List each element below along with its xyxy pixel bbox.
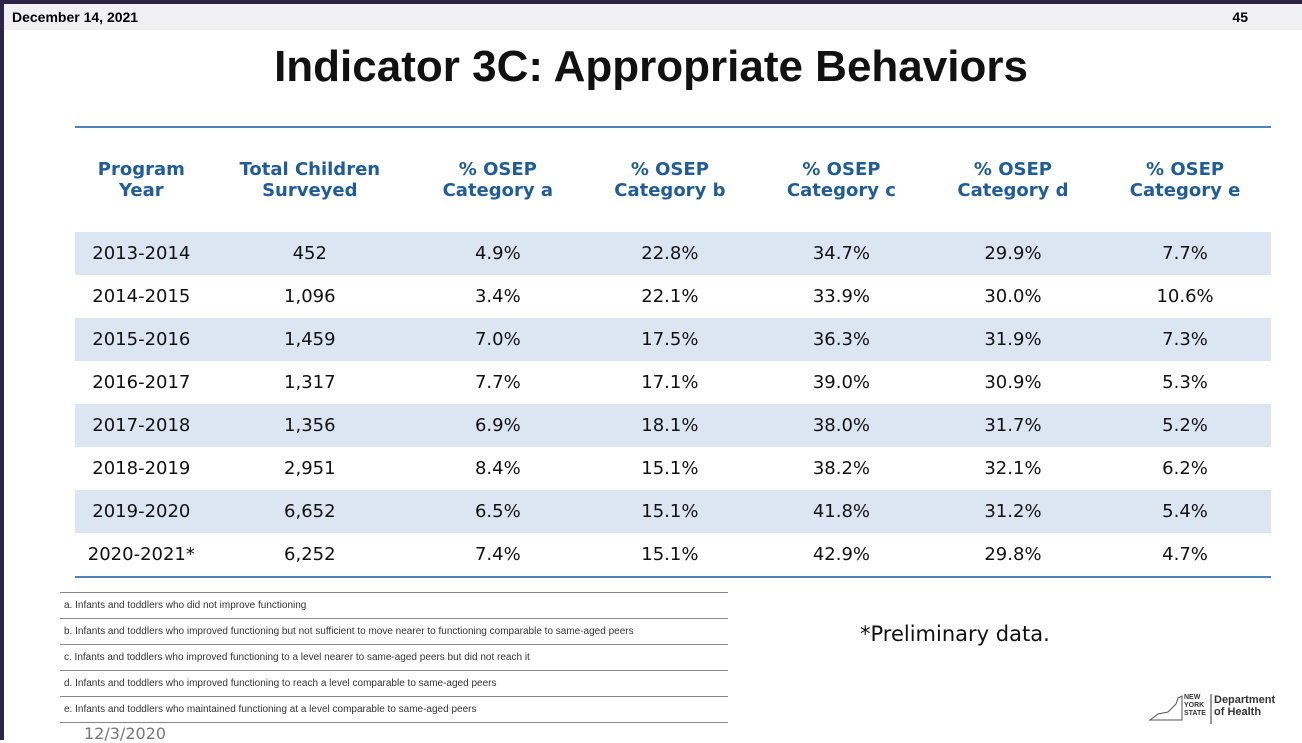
table-cell: 7.4% bbox=[474, 544, 521, 565]
table-cell: 6.5% bbox=[411, 490, 584, 533]
page-number: 45 bbox=[1232, 9, 1248, 25]
table-cell: 33.9% bbox=[812, 286, 870, 307]
table-cell: 1,317 bbox=[284, 372, 336, 393]
column-header: % OSEP Category a bbox=[442, 159, 554, 201]
table-cell: 3.4% bbox=[474, 286, 521, 307]
table-cell: 2018-2019 bbox=[92, 458, 191, 479]
table-cell: 22.1% bbox=[641, 286, 699, 307]
table-cell: 6.2% bbox=[1162, 458, 1208, 479]
table-row: 2014-2015 1,096 3.4% 22.1% 33.9% 30.0% 10.6% bbox=[75, 275, 1271, 318]
table-cell: 29.9% bbox=[926, 232, 1100, 275]
note-text: d. Infants and toddlers who improved fun… bbox=[60, 670, 728, 697]
data-table: Program Year Total Children Surveyed % OSE… bbox=[75, 126, 1271, 578]
agency-name: Department of Health bbox=[1214, 694, 1276, 718]
table-cell: 15.1% bbox=[641, 544, 699, 565]
note-row: a. Infants and toddlers who did not impr… bbox=[60, 592, 728, 619]
column-header: % OSEP Category e bbox=[1129, 159, 1241, 201]
table-cell: 2014-2015 bbox=[92, 286, 191, 307]
column-header: Program Year bbox=[97, 159, 185, 201]
table-cell: 2017-2018 bbox=[75, 404, 208, 447]
table-cell: 7.3% bbox=[1099, 318, 1271, 361]
table-cell: 2020-2021* bbox=[87, 544, 195, 565]
table-cell: 38.2% bbox=[812, 458, 870, 479]
table-cell: 5.2% bbox=[1099, 404, 1271, 447]
column-header: Total Children Surveyed bbox=[239, 159, 381, 201]
table-cell: 39.0% bbox=[812, 372, 870, 393]
table-cell: 7.7% bbox=[1099, 232, 1271, 275]
header-row: Program Year Total Children Surveyed % OSE… bbox=[75, 127, 1271, 232]
table-row: 2013-2014 452 4.9% 22.8% 34.7% 29.9% 7.7% bbox=[75, 232, 1271, 275]
table-row: 2020-2021* 6,252 7.4% 15.1% 42.9% 29.8% 4.7% bbox=[75, 533, 1271, 577]
table-row: 2017-2018 1,356 6.9% 18.1% 38.0% 31.7% 5.2% bbox=[75, 404, 1271, 447]
table-cell: 2013-2014 bbox=[75, 232, 208, 275]
table-cell: 1,459 bbox=[207, 318, 412, 361]
note-text: a. Infants and toddlers who did not impr… bbox=[60, 592, 728, 619]
table-cell: 38.0% bbox=[756, 404, 927, 447]
note-text: b. Infants and toddlers who improved fun… bbox=[60, 618, 728, 645]
table-cell: 1,096 bbox=[284, 286, 336, 307]
agency-text-box: Department of Health bbox=[1214, 694, 1276, 718]
table-cell: 32.1% bbox=[984, 458, 1042, 479]
table-cell: 6,252 bbox=[284, 544, 336, 565]
state-name: NEW YORK STATE bbox=[1184, 694, 1206, 717]
table-cell: 15.1% bbox=[641, 458, 699, 479]
table-cell: 2019-2020 bbox=[75, 490, 208, 533]
note-text: e. Infants and toddlers who maintained f… bbox=[60, 696, 728, 723]
state-outline bbox=[1148, 695, 1183, 721]
table-cell: 22.8% bbox=[583, 232, 756, 275]
table-cell: 30.0% bbox=[984, 286, 1042, 307]
column-header: % OSEP Category d bbox=[957, 159, 1069, 201]
table-cell: 17.1% bbox=[641, 372, 699, 393]
table-cell: 4.7% bbox=[1162, 544, 1208, 565]
table-cell: 7.0% bbox=[411, 318, 584, 361]
table-cell: 4.9% bbox=[411, 232, 584, 275]
slide-title: Indicator 3C: Appropriate Behaviors bbox=[274, 42, 1028, 91]
table-cell: 34.7% bbox=[756, 232, 927, 275]
header-date: December 14, 2021 bbox=[12, 9, 139, 25]
table-cell: 5.4% bbox=[1099, 490, 1271, 533]
table-cell: 29.8% bbox=[984, 544, 1042, 565]
category-notes: a. Infants and toddlers who did not impr… bbox=[60, 592, 728, 723]
note-row: c. Infants and toddlers who improved fun… bbox=[60, 644, 728, 671]
table-cell: 452 bbox=[207, 232, 412, 275]
table-row: 2019-2020 6,652 6.5% 15.1% 41.8% 31.2% 5.4% bbox=[75, 490, 1271, 533]
note-row: d. Infants and toddlers who improved fun… bbox=[60, 670, 728, 697]
table-cell: 2016-2017 bbox=[92, 372, 191, 393]
table-row: 2016-2017 1,317 7.7% 17.1% 39.0% 30.9% 5.3% bbox=[75, 361, 1271, 404]
table-cell: 30.9% bbox=[984, 372, 1042, 393]
table-cell: 36.3% bbox=[756, 318, 927, 361]
table-cell: 8.4% bbox=[474, 458, 521, 479]
header-bar: December 14, 2021 45 bbox=[4, 4, 1302, 30]
table-cell: 10.6% bbox=[1156, 286, 1214, 307]
table-cell: 18.1% bbox=[583, 404, 756, 447]
table-cell: 31.9% bbox=[926, 318, 1100, 361]
note-row: e. Infants and toddlers who maintained f… bbox=[60, 696, 728, 723]
table-cell: 31.2% bbox=[926, 490, 1100, 533]
table-cell: 31.7% bbox=[926, 404, 1100, 447]
footer-date: 12/3/2020 bbox=[84, 724, 167, 743]
state-text-box: NEW YORK STATE bbox=[1184, 694, 1206, 717]
table-cell: 6.9% bbox=[411, 404, 584, 447]
preliminary-note: *Preliminary data. bbox=[860, 622, 1050, 646]
table-cell: 2,951 bbox=[284, 458, 336, 479]
note-row: b. Infants and toddlers who improved fun… bbox=[60, 618, 728, 645]
table-cell: 1,356 bbox=[207, 404, 412, 447]
table-cell: 7.7% bbox=[474, 372, 521, 393]
table-row: 2015-2016 1,459 7.0% 17.5% 36.3% 31.9% 7.3% bbox=[75, 318, 1271, 361]
table-cell: 41.8% bbox=[756, 490, 927, 533]
note-text: c. Infants and toddlers who improved fun… bbox=[60, 644, 728, 671]
table-cell: 17.5% bbox=[583, 318, 756, 361]
table-cell: 5.3% bbox=[1162, 372, 1208, 393]
table-row: 2018-2019 2,951 8.4% 15.1% 38.2% 32.1% 6.2% bbox=[75, 447, 1271, 490]
table-cell: 15.1% bbox=[583, 490, 756, 533]
table-cell: 6,652 bbox=[207, 490, 412, 533]
column-header: % OSEP Category c bbox=[786, 159, 896, 201]
column-header: % OSEP Category b bbox=[614, 159, 726, 201]
nys-logo: NEW YORK STATE Department of Health bbox=[1148, 694, 1276, 724]
table-cell: 42.9% bbox=[812, 544, 870, 565]
table-cell: 2015-2016 bbox=[75, 318, 208, 361]
